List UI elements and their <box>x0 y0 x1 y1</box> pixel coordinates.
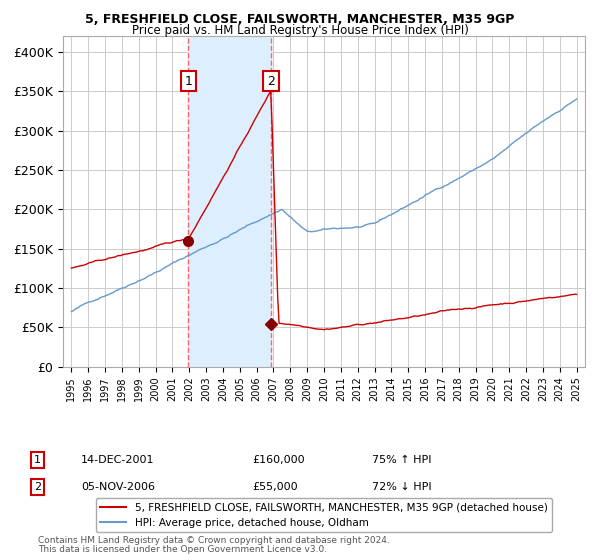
Legend: 5, FRESHFIELD CLOSE, FAILSWORTH, MANCHESTER, M35 9GP (detached house), HPI: Aver: 5, FRESHFIELD CLOSE, FAILSWORTH, MANCHES… <box>96 498 552 532</box>
Text: 1: 1 <box>34 455 41 465</box>
Text: 5, FRESHFIELD CLOSE, FAILSWORTH, MANCHESTER, M35 9GP: 5, FRESHFIELD CLOSE, FAILSWORTH, MANCHES… <box>85 13 515 26</box>
Text: This data is licensed under the Open Government Licence v3.0.: This data is licensed under the Open Gov… <box>38 545 327 554</box>
Text: 2: 2 <box>34 482 41 492</box>
Text: 05-NOV-2006: 05-NOV-2006 <box>81 482 155 492</box>
Text: 2: 2 <box>267 74 275 87</box>
Text: 1: 1 <box>185 74 193 87</box>
Text: Contains HM Land Registry data © Crown copyright and database right 2024.: Contains HM Land Registry data © Crown c… <box>38 536 389 545</box>
Text: £55,000: £55,000 <box>252 482 298 492</box>
Text: 14-DEC-2001: 14-DEC-2001 <box>81 455 155 465</box>
Bar <box>188 36 271 367</box>
Text: Price paid vs. HM Land Registry's House Price Index (HPI): Price paid vs. HM Land Registry's House … <box>131 24 469 37</box>
Text: 72% ↓ HPI: 72% ↓ HPI <box>372 482 431 492</box>
Text: £160,000: £160,000 <box>252 455 305 465</box>
Text: 75% ↑ HPI: 75% ↑ HPI <box>372 455 431 465</box>
